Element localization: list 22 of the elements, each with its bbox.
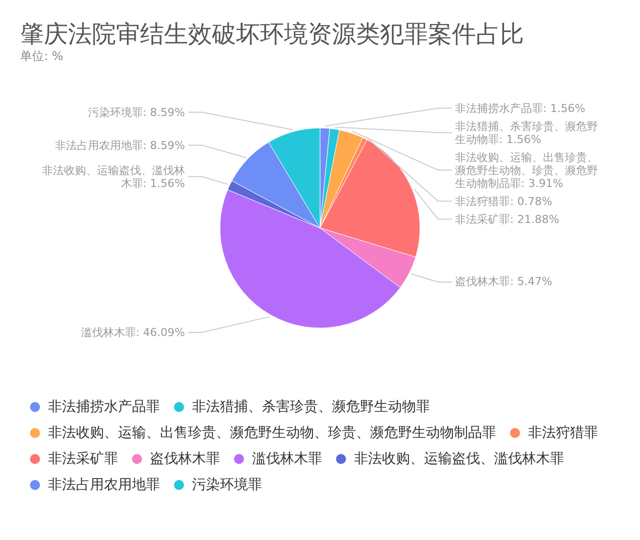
legend-label: 非法收购、运输、出售珍贵、濒危野生动物、珍贵、濒危野生动物制品罪 [48, 424, 496, 442]
chart-subtitle: 单位: % [20, 49, 64, 63]
legend-label: 非法捕捞水产品罪 [48, 398, 160, 416]
data-label: 非法狩猎罪: 0.78% [455, 194, 554, 208]
legend-label: 非法猎捕、杀害珍贵、濒危野生动物罪 [192, 398, 430, 416]
data-label: 非法收购、运输盗伐、滥伐林木罪: 1.56% [41, 164, 185, 190]
data-label: 非法采矿罪: 21.88% [455, 212, 560, 226]
data-label: 非法捕捞水产品罪: 1.56% [455, 102, 586, 115]
data-label: 滥伐林木罪: 46.09% [80, 326, 185, 339]
legend-label: 非法占用农用地罪 [48, 476, 160, 494]
data-label: 非法收购、运输、出售珍贵、濒危野生动物、珍贵、濒危野生动物制品罪: 3.91% [455, 150, 599, 190]
legend-label: 非法采矿罪 [48, 450, 118, 468]
legend-label: 非法狩猎罪 [528, 424, 598, 442]
chart-title: 肇庆法院审结生效破坏环境资源类犯罪案件占比 [20, 20, 524, 48]
data-label: 非法猎捕、杀害珍贵、濒危野生动物罪: 1.56% [455, 120, 599, 146]
legend-label: 盗伐林木罪 [150, 450, 220, 468]
legend-label: 污染环境罪 [192, 476, 262, 494]
data-label: 污染环境罪: 8.59% [86, 106, 185, 119]
legend-label: 滥伐林木罪 [252, 450, 322, 468]
data-label: 非法占用农用地罪: 8.59% [54, 138, 185, 152]
data-label: 盗伐林木罪: 5.47% [455, 275, 554, 288]
legend-label: 非法收购、运输盗伐、滥伐林木罪 [354, 450, 564, 468]
